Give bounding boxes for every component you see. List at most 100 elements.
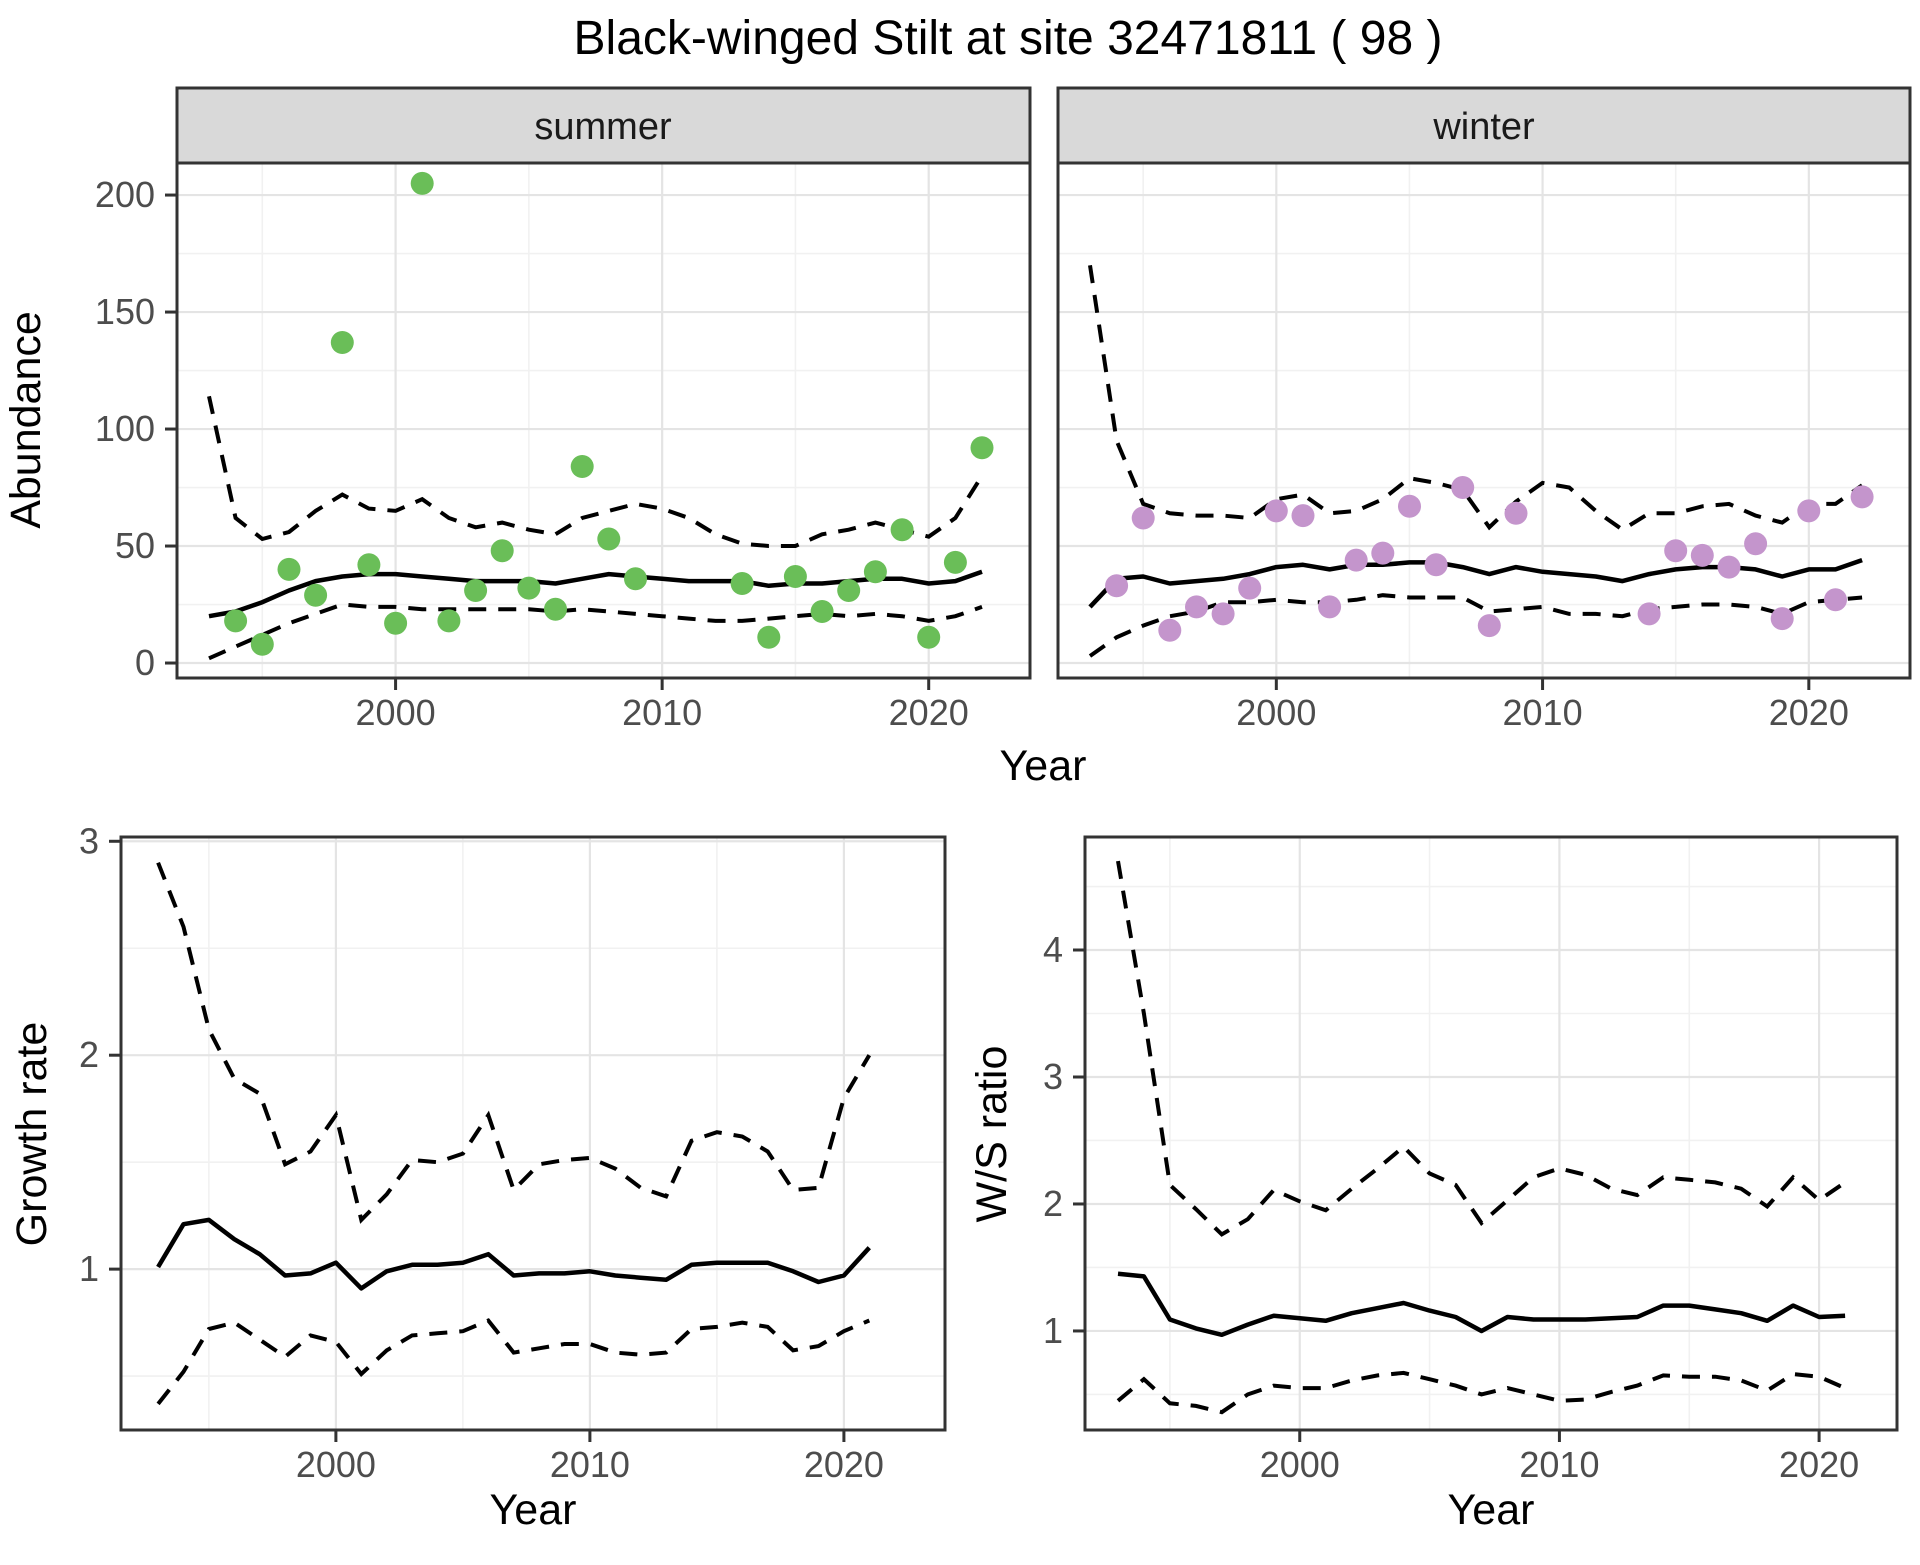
y-tick-label: 200: [95, 174, 155, 215]
facet-strip-label-summer: summer: [534, 106, 672, 148]
median-line: [1117, 1271, 1846, 1338]
y-axis-title-abundance: Abundance: [2, 311, 50, 529]
upper-ci-line: [156, 861, 872, 1224]
data-point: [783, 565, 807, 588]
data-point: [490, 539, 514, 563]
data-point: [277, 557, 301, 581]
data-point: [410, 171, 434, 195]
data-point: [1690, 543, 1714, 567]
x-tick-label: 2020: [889, 692, 969, 733]
data-point: [224, 609, 248, 633]
x-tick-label: 2000: [1260, 1444, 1340, 1485]
data-point: [837, 579, 861, 602]
x-axis-title-year-ws: Year: [1448, 1486, 1535, 1534]
y-tick-label: 3: [1043, 1056, 1063, 1097]
x-tick-label: 2010: [1519, 1444, 1599, 1485]
data-point: [1744, 532, 1768, 556]
x-tick-label: 2020: [1769, 692, 1849, 733]
x-axis-title-year-top: Year: [1000, 742, 1087, 790]
x-tick-label: 2000: [356, 692, 436, 733]
data-point: [544, 597, 567, 621]
data-point: [1371, 541, 1395, 565]
data-point: [1264, 499, 1288, 523]
data-point: [970, 436, 994, 460]
y-tick-label: 1: [1043, 1310, 1063, 1351]
data-point: [597, 527, 621, 551]
y-tick-label: 1: [79, 1248, 99, 1289]
data-point: [1664, 539, 1688, 563]
data-point: [464, 579, 488, 602]
upper-ci-line: [1116, 860, 1847, 1237]
panel-winter: 2000 2010 2020: [1056, 86, 1912, 733]
data-point: [250, 632, 274, 656]
data-point: [1770, 607, 1794, 631]
data-point: [1717, 555, 1741, 579]
data-point: [890, 518, 914, 542]
data-point: [1824, 588, 1847, 612]
data-point: [624, 567, 647, 591]
figure-title: Black-winged Stilt at site 32471811 ( 98…: [574, 12, 1443, 65]
data-point: [1291, 504, 1315, 528]
data-point: [570, 455, 594, 478]
data-point: [304, 583, 328, 607]
y-tick-label: 0: [135, 642, 155, 683]
panel-ws-ratio: 2000 2010 2020 1 2 3 4: [1043, 835, 1899, 1485]
lower-ci-line: [1116, 1370, 1846, 1415]
x-tick-label: 2020: [1779, 1444, 1859, 1485]
data-point: [1238, 576, 1262, 600]
data-point: [1131, 506, 1155, 530]
y-axis-title-ws-ratio: W/S ratio: [968, 1046, 1016, 1223]
x-tick-label: 2000: [296, 1444, 376, 1485]
data-point: [943, 550, 967, 574]
data-point: [1344, 548, 1368, 572]
upper-ci-line: [1088, 265, 1864, 533]
data-point: [1477, 614, 1501, 638]
data-point: [357, 553, 381, 577]
y-tick-label: 100: [95, 408, 155, 449]
data-point: [1850, 485, 1874, 509]
y-tick-label: 50: [115, 525, 155, 566]
data-point: [757, 625, 781, 649]
y-axis-title-growth-rate: Growth rate: [8, 1022, 56, 1247]
upper-ci-line: [207, 395, 984, 548]
median-line: [156, 1217, 871, 1291]
data-point: [917, 625, 941, 649]
y-tick-label: 4: [1043, 929, 1063, 970]
x-axis-title-year-growth: Year: [490, 1486, 577, 1534]
data-point: [437, 609, 461, 633]
y-tick-label: 3: [79, 820, 99, 861]
panel-border: [119, 835, 947, 1432]
x-tick-label: 2010: [622, 692, 702, 733]
data-point: [1797, 499, 1821, 523]
panel-summer: 2000 2010 2020 0 50 100 150 200: [95, 86, 1032, 733]
y-tick-label: 2: [79, 1034, 99, 1075]
data-point: [1637, 602, 1661, 626]
data-point: [730, 572, 754, 595]
data-point: [863, 560, 887, 584]
panel-growth-rate: 2000 2010 2020 1 2 3: [79, 820, 947, 1485]
data-point: [1451, 476, 1475, 499]
data-point: [1185, 595, 1208, 619]
facet-strip: [1056, 86, 1912, 165]
data-point: [1318, 595, 1342, 619]
y-tick-label: 150: [95, 291, 155, 332]
lower-ci-line: [156, 1318, 871, 1406]
lower-ci-line: [1088, 593, 1863, 658]
lower-ci-line: [208, 602, 983, 661]
data-point: [1158, 618, 1182, 642]
data-point: [517, 576, 541, 600]
facet-strip: [175, 86, 1032, 165]
x-tick-label: 2020: [804, 1444, 884, 1485]
data-point: [810, 600, 834, 623]
x-tick-label: 2010: [550, 1444, 630, 1485]
data-point: [1504, 501, 1528, 525]
data-point: [1105, 574, 1129, 598]
y-tick-label: 2: [1043, 1183, 1063, 1224]
data-point: [1424, 553, 1448, 577]
data-point: [1211, 602, 1235, 626]
panel-border: [1083, 835, 1899, 1432]
x-tick-label: 2000: [1236, 692, 1316, 733]
